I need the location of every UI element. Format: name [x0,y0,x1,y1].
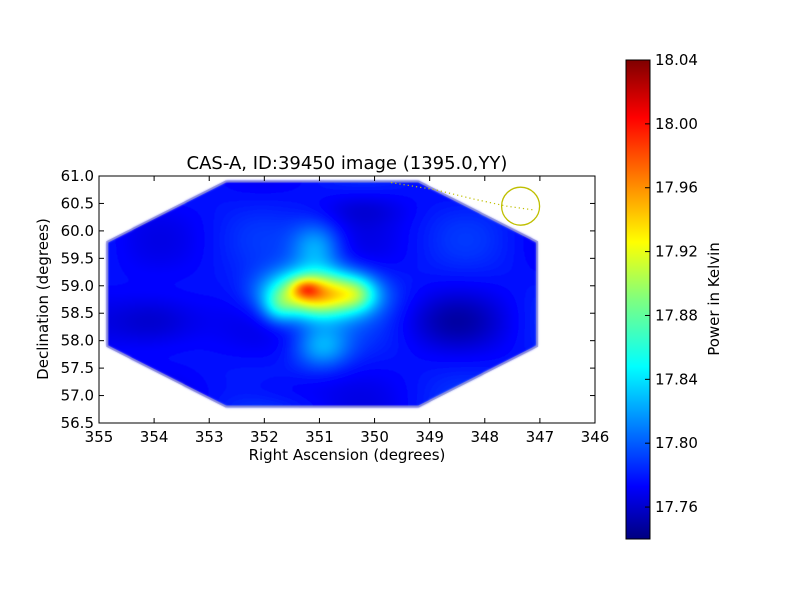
x-axis-label: Right Ascension (degrees) [249,446,446,464]
y-tick-label: 56.5 [61,414,94,432]
colorbar-tick-label: 17.96 [655,179,698,197]
heatmap-image [99,176,595,423]
y-axis-label: Declination (degrees) [34,218,52,380]
colorbar-gradient [625,59,651,540]
x-tick-label: 348 [470,428,499,446]
x-tick-label: 352 [250,428,279,446]
y-tick-label: 58.5 [61,304,94,322]
x-tick-label: 350 [360,428,389,446]
plot-frame [98,175,596,424]
beam-marker [500,186,541,226]
colorbar-label: Power in Kelvin [705,242,723,356]
x-tick-label: 346 [581,428,610,446]
colorbar-tick-label: 18.00 [655,115,698,133]
x-tick-label: 349 [415,428,444,446]
y-tick-label: 59.5 [61,249,94,267]
x-tick-label: 354 [140,428,169,446]
colorbar-ticks: 17.76 17.80 17.84 17.88 17.92 17.96 18.00 18.04 [645,51,698,516]
colorbar-tick-label: 17.76 [655,498,698,516]
y-tick-label: 57.5 [61,359,94,377]
y-tick-label: 60.0 [61,222,94,240]
colorbar-tick-label: 17.84 [655,370,698,388]
y-tick-label: 59.0 [61,277,94,295]
chart-title: CAS-A, ID:39450 image (1395.0,YY) [187,153,508,174]
x-axis: 355 354 353 352 351 350 349 348 347 346 [85,176,610,446]
colorbar-tick-label: 17.80 [655,434,698,452]
y-tick-label: 58.0 [61,332,94,350]
colorbar-tick-label: 18.04 [655,51,698,69]
colorbar-tick-label: 17.88 [655,306,698,324]
y-axis: 56.5 57.0 57.5 58.0 58.5 59.0 59.5 60.0 60.5 61.0 [61,167,595,432]
colorbar: 17.76 17.80 17.84 17.88 17.92 17.96 18.00 18.04… [625,51,723,540]
y-tick-label: 61.0 [61,167,94,185]
y-tick-label: 57.0 [61,387,94,405]
x-tick-label: 355 [85,428,114,446]
colorbar-tick-label: 17.92 [655,243,698,261]
x-tick-label: 353 [195,428,224,446]
x-tick-label: 351 [305,428,334,446]
dotted-track [390,181,535,211]
y-tick-label: 60.5 [61,194,94,212]
plot-area: 355 354 353 352 351 350 349 348 347 346 56.557.05… [34,153,609,464]
x-tick-label: 347 [526,428,555,446]
field-outline [106,180,539,408]
